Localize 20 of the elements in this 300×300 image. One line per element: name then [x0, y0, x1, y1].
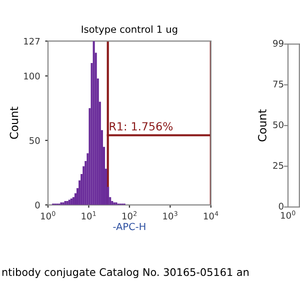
- y-axis-title: Count: [10, 106, 18, 139]
- text: 25: [273, 162, 284, 169]
- y-tick-label: 100: [24, 72, 40, 80]
- annotation: R1: 1.756%: [110, 122, 173, 131]
- x-tick-label: 10$^{4}$: [204, 211, 218, 220]
- y-tick-label: 127: [24, 38, 40, 45]
- y-tick-label: 0: [35, 202, 40, 208]
- x-tick-label: 10$^{1}$: [82, 211, 96, 220]
- text: 99: [273, 40, 284, 47]
- text: ntibody conjugate Catalog No. 30165-05161 an: [2, 268, 249, 278]
- chart-title: Isotype control 1 ug: [82, 25, 178, 35]
- y-tick-label: 50: [30, 137, 40, 144]
- x-tick-label: 10$^{0}$: [41, 211, 56, 220]
- x-tick-label: 10$^{2}$: [122, 211, 136, 220]
- text: 50: [273, 121, 284, 128]
- text: 75: [273, 80, 284, 88]
- x-tick-label: 10$^{3}$: [163, 211, 178, 220]
- x-axis-title: -APC-H: [113, 222, 146, 230]
- text: 0: [278, 202, 284, 210]
- text: Count: [258, 109, 266, 142]
